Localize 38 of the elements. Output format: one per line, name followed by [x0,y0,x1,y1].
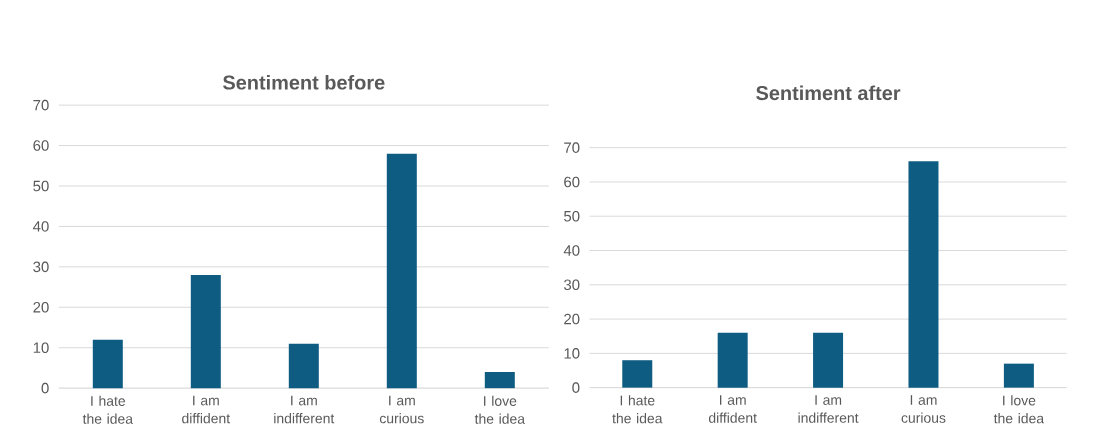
y-tick-label: 70 [33,99,49,111]
bar [92,339,123,389]
bar [288,343,319,389]
bar [190,274,221,389]
y-tick-label: 60 [33,140,49,151]
x-tick-label: I hate the idea [82,395,134,424]
y-tick-label: 10 [564,347,580,359]
bar [386,153,417,389]
y-tick-label: 10 [33,342,49,353]
y-tick-label: 60 [564,176,580,188]
x-tick-label: I am curious [901,395,946,423]
x-tick-label: I am diffident [708,395,757,423]
y-tick-label: 70 [564,142,580,153]
y-tick-label: 50 [564,210,580,222]
chart-title: Sentiment before [223,74,385,90]
y-tick-label: 30 [564,279,580,290]
bar [484,371,515,389]
bar [813,332,844,388]
x-tick-label: I love the idea [474,395,526,424]
x-tick-label: I love the idea [993,395,1045,424]
bar [622,360,653,388]
x-tick-label: I am indifferent [798,395,859,423]
y-tick-label: 20 [33,301,49,313]
y-tick-label: 20 [564,313,580,325]
bar [908,161,939,388]
x-tick-label: I hate the idea [612,395,663,424]
x-tick-label: I am diffident [182,395,231,424]
chart-title: Sentiment after [756,85,901,101]
x-tick-label: I am curious [379,395,424,424]
y-tick-label: 0 [572,382,580,393]
y-tick-label: 0 [41,382,49,394]
x-tick-label: I am indifferent [274,395,335,424]
bar [1003,363,1034,388]
y-tick-label: 40 [33,221,49,232]
bar [717,332,748,388]
y-tick-label: 50 [33,180,49,192]
y-tick-label: 30 [33,261,49,273]
y-tick-label: 40 [563,245,580,256]
